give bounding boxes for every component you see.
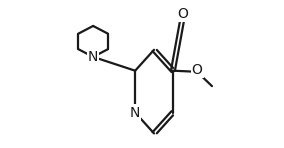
Text: O: O xyxy=(177,7,188,21)
Text: N: N xyxy=(88,50,98,64)
Text: N: N xyxy=(130,106,140,120)
Text: O: O xyxy=(192,63,202,77)
